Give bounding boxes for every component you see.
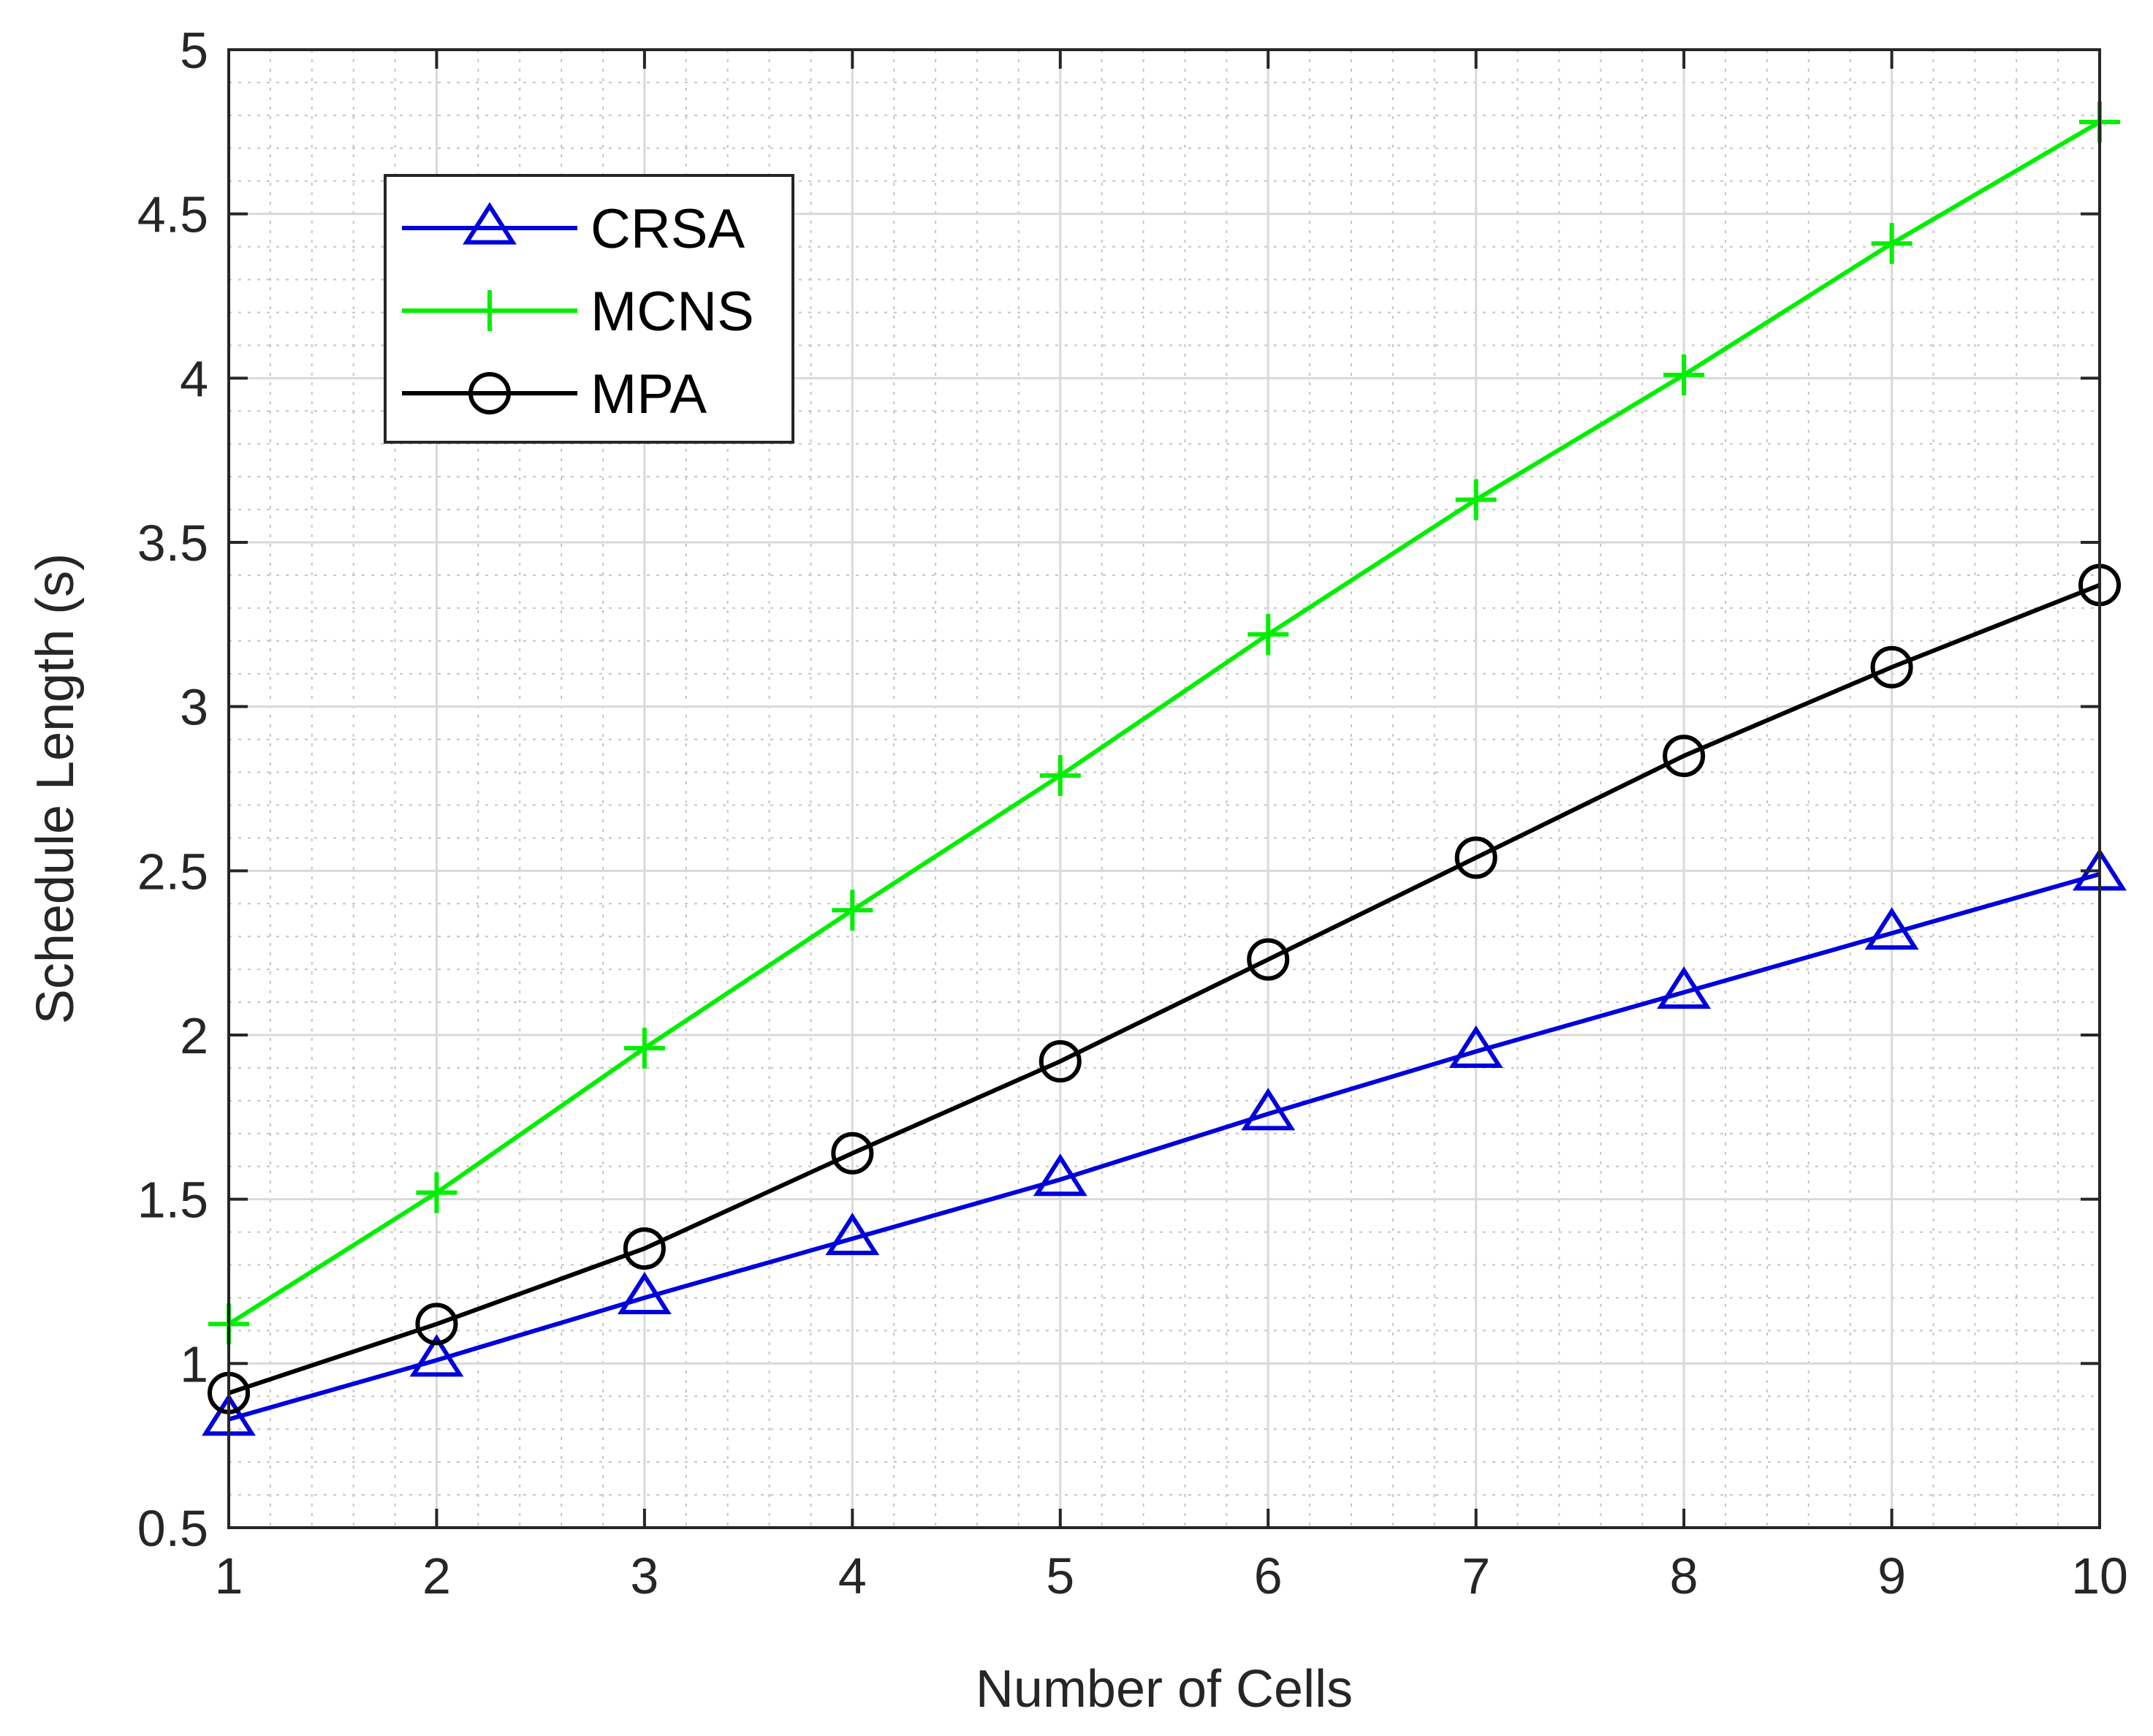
legend-label-mcns: MCNS [591, 281, 754, 343]
data-point-crsa [825, 1212, 880, 1256]
data-point-mcns [416, 1172, 457, 1213]
data-point-crsa [1657, 966, 1712, 1009]
y-tick-label: 2.5 [137, 843, 208, 900]
legend-label-crsa: CRSA [591, 198, 745, 260]
y-tick-label: 0.5 [137, 1500, 208, 1557]
x-tick-label: 1 [215, 1547, 243, 1604]
x-axis-label: Number of Cells [976, 1660, 1353, 1718]
data-point-mcns [1663, 354, 1705, 395]
data-point-mcns [1455, 479, 1497, 520]
data-point-mcns [1871, 223, 1913, 265]
legend-label-mpa: MPA [591, 363, 707, 425]
x-tick-labels: 1 2 3 4 5 6 7 8 9 10 [215, 1547, 2128, 1604]
series-line-mcns [227, 120, 2101, 1326]
x-tick-label: 3 [630, 1547, 658, 1604]
legend: CRSA MCNS MPA [384, 174, 794, 444]
y-tick-label: 1 [180, 1335, 208, 1392]
y-tick-label: 1.5 [137, 1172, 208, 1229]
x-tick-label: 10 [2071, 1547, 2128, 1604]
data-point-crsa [617, 1271, 672, 1314]
legend-marker-crsa [463, 202, 517, 245]
x-tick-label: 7 [1462, 1547, 1490, 1604]
legend-item-mcns: MCNS [402, 281, 754, 343]
x-tick-label: 4 [838, 1547, 867, 1604]
data-point-mpa [1663, 735, 1706, 778]
plot-frame [227, 48, 2101, 1529]
data-point-crsa [409, 1334, 464, 1377]
data-point-mpa [1038, 1039, 1082, 1083]
x-tick-label: 6 [1254, 1547, 1283, 1604]
data-point-crsa [1448, 1025, 1503, 1068]
series-line-crsa [228, 871, 2100, 1422]
series-layer [202, 101, 2127, 1436]
data-point-mpa [623, 1227, 666, 1270]
data-point-mpa [415, 1303, 458, 1346]
y-tick-label: 5 [180, 22, 208, 79]
y-tick-label: 4.5 [137, 186, 208, 243]
y-tick-label: 4 [180, 350, 208, 407]
legend-marker-mpa [468, 372, 511, 414]
data-point-mcns [1248, 613, 1289, 655]
x-tick-label: 2 [422, 1547, 451, 1604]
data-point-mpa [1454, 836, 1497, 879]
x-tick-label: 5 [1046, 1547, 1074, 1604]
data-point-mcns [1039, 755, 1081, 797]
legend-item-crsa: CRSA [402, 198, 745, 260]
series-mcns [208, 101, 2120, 1345]
legend-items: CRSA MCNS MPA [402, 198, 754, 425]
x-tick-label: 8 [1670, 1547, 1698, 1604]
x-tick-label: 9 [1877, 1547, 1906, 1604]
y-tick-label: 2 [180, 1007, 208, 1064]
y-tick-label: 3 [180, 679, 208, 736]
data-point-mpa [1247, 938, 1290, 981]
data-point-mcns [832, 890, 873, 931]
data-point-mpa [1870, 645, 1913, 689]
minor-grid [229, 50, 2100, 1528]
data-point-crsa [1033, 1153, 1087, 1197]
data-point-mpa [831, 1132, 874, 1175]
y-tick-label: 3.5 [137, 515, 208, 572]
series-line-mpa [228, 583, 2101, 1395]
y-axis-label: Schedule Length (s) [26, 553, 85, 1024]
data-point-crsa [1241, 1088, 1296, 1131]
tick-marks [227, 48, 2101, 1529]
data-point-mcns [623, 1027, 665, 1069]
series-mpa [208, 564, 2121, 1414]
legend-item-mpa: MPA [402, 363, 707, 425]
legend-marker-mcns [469, 290, 510, 331]
y-tick-labels: 0.5 1 1.5 2 2.5 3 3.5 4 4.5 5 [137, 22, 208, 1557]
series-crsa [202, 848, 2127, 1436]
data-point-crsa [1864, 907, 1919, 950]
